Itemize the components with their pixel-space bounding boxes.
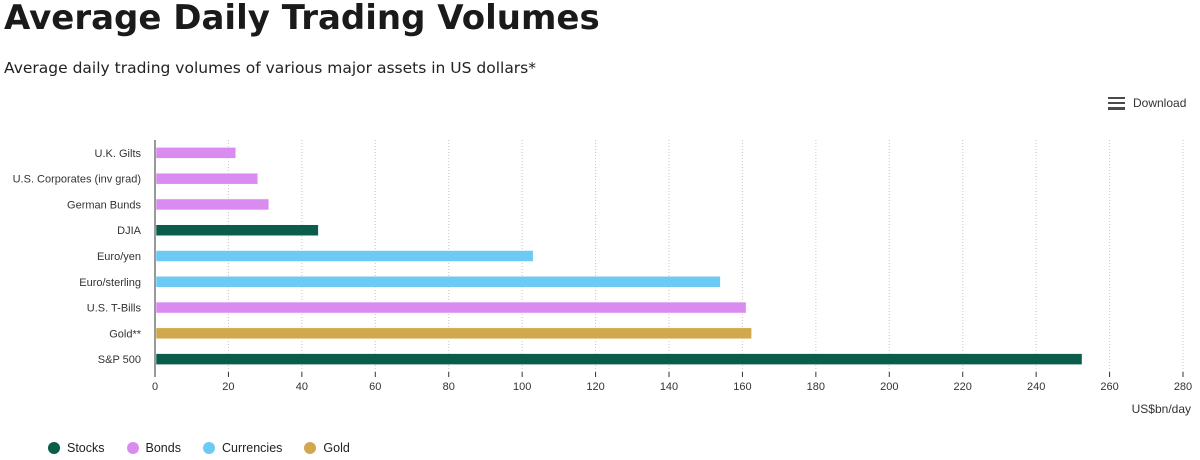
y-category-label: German Bunds: [67, 199, 141, 211]
legend-item-stocks[interactable]: Stocks: [48, 441, 105, 455]
x-tick-label: 180: [807, 381, 825, 393]
legend-gold-label: Gold: [323, 441, 350, 455]
legend-currencies-label: Currencies: [221, 441, 283, 455]
x-tick-label: 60: [369, 381, 381, 393]
y-category-label: U.S. Corporates (inv grad): [13, 174, 141, 186]
legend-bonds-label: Bonds: [145, 441, 181, 455]
download-button[interactable]: Download: [1108, 96, 1186, 110]
x-tick-label: 160: [733, 381, 751, 393]
legend-item-gold[interactable]: Gold: [304, 441, 350, 455]
x-tick-label: 140: [660, 381, 678, 393]
legend-stocks-swatch: [48, 442, 60, 454]
x-tick-label: 220: [954, 381, 972, 393]
y-category-label: DJIA: [117, 225, 142, 237]
download-label: Download: [1133, 96, 1187, 110]
chart-title: Average Daily Trading Volumes: [4, 0, 600, 38]
x-axis-title: US$bn/day: [1132, 402, 1191, 416]
x-tick-label: 0: [152, 381, 158, 393]
x-tick-label: 280: [1174, 381, 1192, 393]
x-tick-label: 80: [443, 381, 455, 393]
y-category-label: S&P 500: [98, 354, 141, 366]
bar: [155, 147, 237, 159]
x-tick-label: 120: [586, 381, 604, 393]
chart-subtitle: Average daily trading volumes of various…: [4, 59, 537, 77]
legend: Stocks Bonds Currencies Gold: [48, 441, 350, 455]
x-tick-label: 100: [513, 381, 531, 393]
bar: [155, 301, 747, 314]
bar: [155, 327, 752, 340]
legend-currencies-swatch: [202, 442, 215, 454]
x-tick-label: 40: [296, 381, 308, 393]
legend-gold-swatch: [304, 442, 317, 454]
bar: [155, 250, 534, 262]
y-category-label: Euro/sterling: [79, 277, 141, 289]
legend-bonds-swatch: [126, 442, 139, 454]
bar: [155, 172, 259, 185]
y-category-label: Euro/yen: [97, 251, 141, 263]
bar: [155, 276, 721, 288]
bar: [155, 198, 270, 211]
bar: [155, 353, 1083, 365]
x-tick-label: 200: [880, 381, 898, 393]
x-tick-label: 240: [1027, 381, 1045, 393]
y-category-label: Gold**: [109, 328, 142, 340]
y-category-label: U.K. Gilts: [95, 148, 142, 160]
hamburger-menu-icon: [1108, 96, 1125, 110]
legend-item-currencies[interactable]: Currencies: [202, 441, 283, 455]
bar: [155, 224, 319, 236]
legend-stocks-label: Stocks: [67, 441, 105, 455]
x-tick-label: 20: [222, 381, 234, 393]
x-tick-label: 260: [1100, 381, 1118, 393]
legend-item-bonds[interactable]: Bonds: [126, 441, 181, 455]
y-category-label: U.S. T-Bills: [87, 303, 142, 315]
